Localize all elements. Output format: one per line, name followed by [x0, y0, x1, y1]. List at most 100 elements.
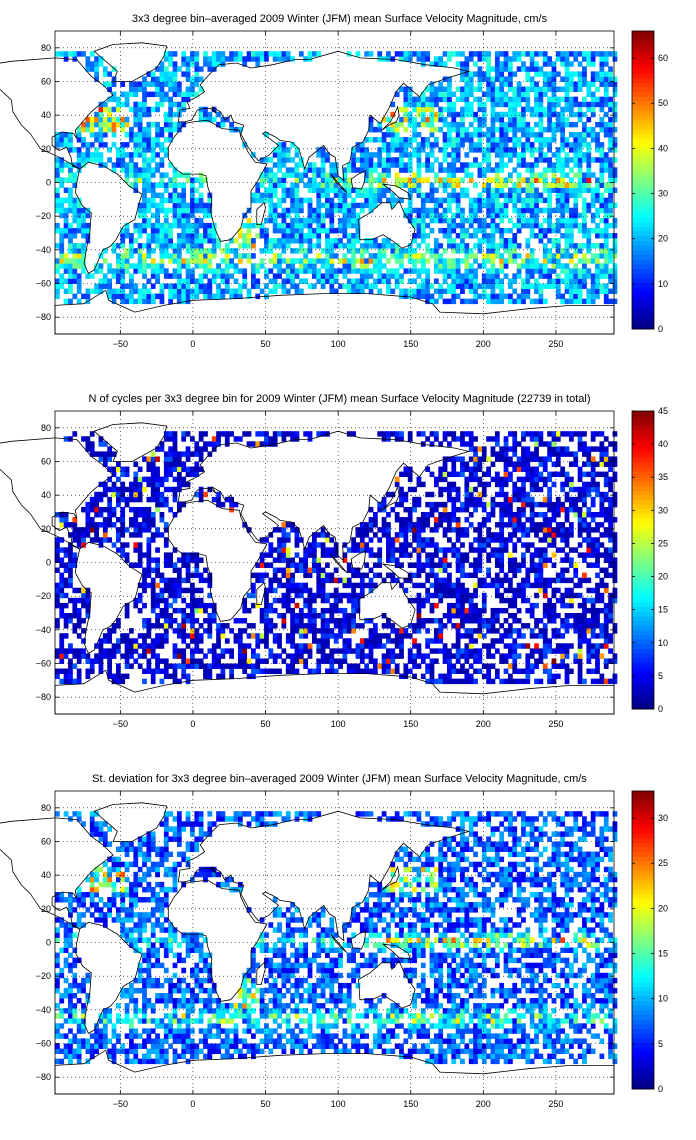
heatmap-cell [68, 663, 73, 669]
heatmap-cell [529, 217, 535, 224]
heatmap-cell [163, 633, 169, 639]
heatmap-cell [159, 587, 165, 594]
heatmap-cell [577, 116, 583, 123]
heatmap-cell [516, 101, 522, 108]
heatmap-cell [246, 253, 252, 259]
heatmap-cell [124, 263, 130, 269]
heatmap-cell [542, 638, 548, 644]
colorbar-segment [632, 249, 654, 255]
heatmap-cell [129, 653, 134, 659]
heatmap-cell [120, 116, 126, 123]
heatmap-cell [516, 607, 522, 614]
heatmap-cell [381, 187, 387, 193]
heatmap-cell [377, 162, 383, 168]
heatmap-cell [582, 197, 587, 204]
heatmap-cell [94, 643, 99, 649]
heatmap-cell [407, 152, 413, 158]
heatmap-cell [412, 263, 417, 269]
heatmap-cell [89, 152, 95, 158]
heatmap-cell [198, 623, 204, 629]
chart-title: 3x3 degree bin–averaged 2009 Winter (JFM… [132, 13, 548, 25]
heatmap-cell [181, 182, 187, 188]
heatmap-cell [521, 51, 526, 57]
heatmap-cell [364, 248, 370, 254]
heatmap-cell [464, 633, 470, 639]
heatmap-cell [316, 202, 322, 209]
heatmap-cell [316, 182, 322, 188]
heatmap-cell [259, 613, 265, 619]
heatmap-cell [490, 613, 496, 619]
heatmap-cell [229, 673, 234, 680]
heatmap-cell [586, 147, 592, 153]
heatmap-cell [451, 192, 457, 199]
heatmap-cell [203, 207, 208, 214]
heatmap-cell [320, 202, 326, 209]
heatmap-cell [420, 283, 426, 289]
heatmap-cell [268, 243, 274, 249]
heatmap-cell [233, 56, 239, 62]
heatmap-cell [194, 283, 200, 289]
heatmap-cell [516, 152, 522, 158]
heatmap-cell [468, 638, 474, 644]
heatmap-cell [290, 658, 295, 664]
heatmap-cell [577, 248, 583, 254]
heatmap-cell [534, 162, 539, 168]
heatmap-cell [181, 238, 187, 244]
heatmap-cell [159, 61, 165, 67]
heatmap-cell [342, 167, 348, 173]
heatmap-cell [155, 623, 160, 629]
heatmap-cell [612, 253, 618, 259]
heatmap-cell [490, 66, 496, 72]
heatmap-cell [386, 132, 391, 138]
heatmap-cell [608, 613, 613, 619]
heatmap-cell [612, 157, 618, 163]
heatmap-cell [442, 212, 448, 219]
heatmap-cell [534, 643, 539, 649]
heatmap-cell [194, 258, 200, 264]
heatmap-cell [599, 283, 605, 289]
heatmap-cell [211, 243, 217, 249]
heatmap-cell [473, 116, 478, 123]
heatmap-cell [590, 192, 596, 199]
heatmap-cell [59, 253, 65, 259]
heatmap-cell [281, 157, 287, 163]
heatmap-cell [264, 167, 269, 173]
heatmap-cell [460, 142, 465, 148]
heatmap-cell [386, 663, 391, 669]
heatmap-cell [464, 111, 470, 118]
heatmap-cell [447, 668, 452, 674]
heatmap-cell [503, 633, 509, 639]
heatmap-cell [76, 597, 82, 604]
heatmap-cell [525, 142, 531, 148]
heatmap-cell [525, 668, 531, 674]
heatmap-cell [290, 597, 295, 604]
heatmap-cell [220, 56, 226, 62]
heatmap-cell [111, 678, 117, 685]
heatmap-cell [316, 273, 322, 279]
heatmap-cell [102, 278, 108, 284]
heatmap-cell [455, 126, 461, 133]
heatmap-cell [176, 81, 182, 87]
heatmap-cell [190, 582, 195, 589]
heatmap-cell [590, 106, 596, 113]
heatmap-cell [412, 152, 417, 158]
heatmap-cell [521, 91, 526, 98]
heatmap-cell [303, 587, 309, 594]
heatmap-cell [129, 628, 134, 634]
heatmap-cell [290, 613, 295, 619]
heatmap-cell [133, 263, 139, 269]
heatmap-cell [595, 142, 600, 148]
heatmap-cell [586, 243, 592, 249]
heatmap-cell [146, 233, 152, 239]
heatmap-cell [403, 126, 409, 133]
heatmap-cell [582, 628, 587, 634]
heatmap-cell [155, 638, 160, 644]
heatmap-cell [407, 157, 413, 163]
heatmap-cell [115, 618, 121, 624]
heatmap-cell [447, 653, 452, 659]
heatmap-cell [590, 51, 596, 57]
heatmap-cell [203, 653, 208, 659]
heatmap-cell [285, 243, 291, 249]
heatmap-cell [351, 238, 356, 244]
heatmap-cell [155, 238, 160, 244]
